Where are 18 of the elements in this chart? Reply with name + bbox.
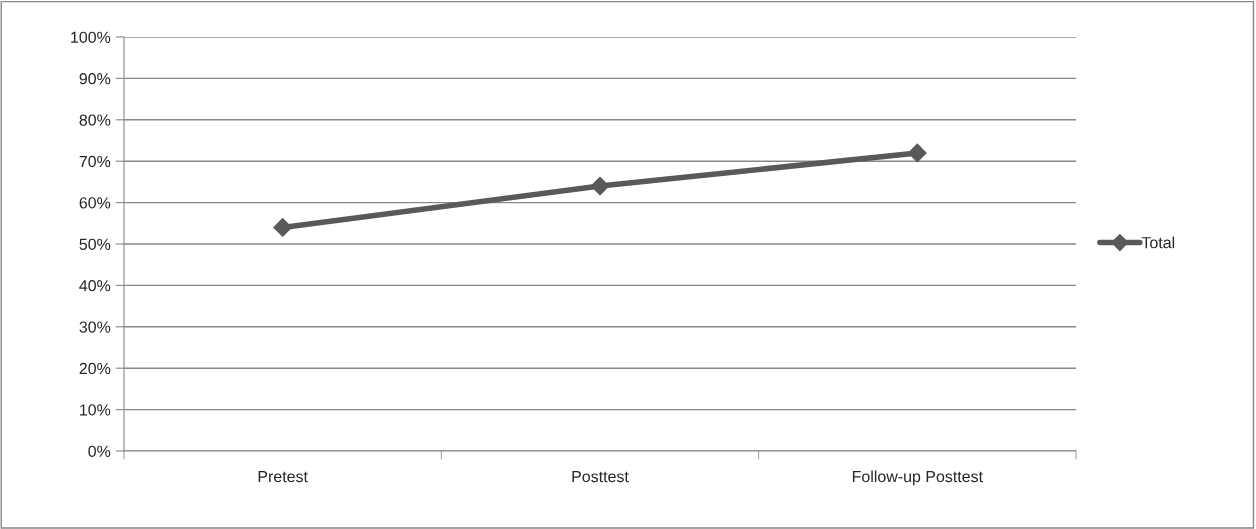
y-tick-label: 10%	[80, 404, 111, 416]
y-tick-label: 100%	[71, 31, 111, 43]
point	[907, 143, 927, 163]
legend-label: Total	[1141, 236, 1175, 249]
y-tick-label: 50%	[79, 238, 111, 250]
point	[590, 176, 610, 196]
y-tick-label: 70%	[79, 155, 111, 168]
x-tick-label: Pretest	[258, 471, 308, 483]
y-tick-label: 30%	[79, 321, 111, 333]
y-tick-label: 80%	[79, 114, 111, 126]
x-tick-label: Posttest	[572, 471, 629, 483]
y-tick-label: 90%	[79, 73, 111, 85]
y-tick-label: 20%	[79, 362, 111, 375]
y-tick-label: 60%	[79, 197, 111, 209]
y-tick-label: 40%	[79, 280, 111, 292]
point	[273, 218, 293, 237]
x-tick-label: Follow-up Posttest	[852, 470, 983, 486]
y-tick-label: 0%	[88, 445, 111, 457]
